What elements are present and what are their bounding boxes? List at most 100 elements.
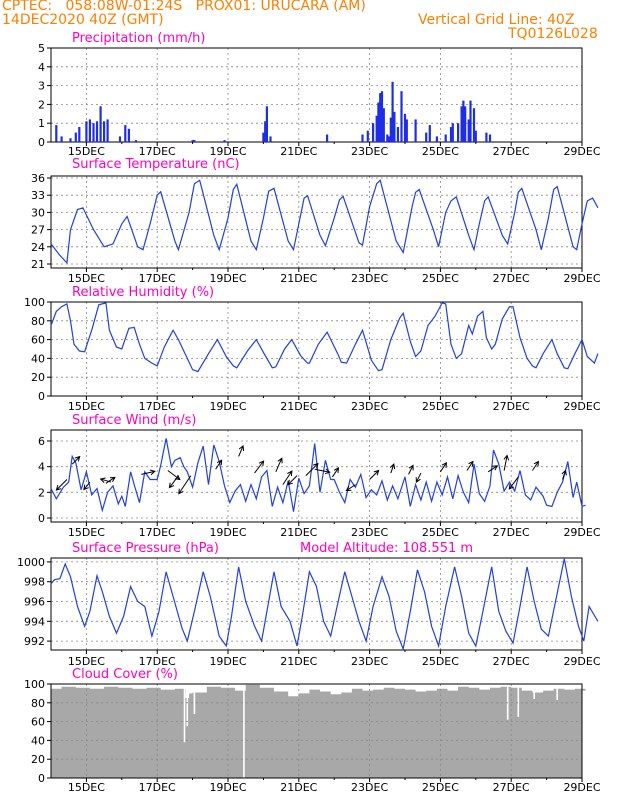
y-tick-label: 4 [38,61,45,74]
wind-vector-20 [369,470,379,480]
precip-bar-26 [366,130,369,142]
x-tick-label: 17DEC [139,526,176,539]
y-tick-label: 20 [31,371,45,384]
wind-vector-head [74,455,81,462]
precip-bar-18 [193,140,196,142]
wind-vector-head [83,484,89,491]
precip-bar-5 [78,127,81,142]
precip-bar-21 [264,121,267,142]
precip-bar-32 [382,108,385,142]
x-tick-label: 19DEC [209,272,246,285]
y-tick-label: 5 [38,42,45,55]
x-tick-label: 19DEC [209,526,246,539]
y-tick-label: 33 [31,189,45,202]
precip-bar-19 [223,140,226,142]
x-tick-label: 15DEC [68,272,105,285]
wind-vector-head [99,477,106,483]
header-line2-left: 14DEC2020 40Z (GMT) [2,12,164,28]
x-tick-label: 15DEC [68,145,105,158]
y-tick-label: 0 [38,512,45,525]
x-tick-label: 15DEC [68,400,105,413]
precip-bar-31 [380,91,384,142]
precip-bar-39 [400,91,403,142]
precip-bar-35 [389,117,392,142]
wind-vector-24 [439,462,447,473]
y-tick-label: 40 [31,734,45,747]
x-tick-label: 23DEC [351,400,388,413]
precip-bar-1 [55,125,58,142]
panel-3: 0 20 40 60 80 100 15DEC 17DEC 19DEC 21DEC 23DEC 25D… [24,285,601,413]
cloud-dip-5 [506,684,509,720]
x-tick-label: 19DEC [209,655,246,668]
y-tick-label: 20 [31,753,45,766]
y-tick-label: 100 [24,678,45,691]
y-tick-label: 80 [31,315,45,328]
wind-vector-1 [56,479,68,491]
x-tick-label: 15DEC [68,781,105,794]
precip-bar-27 [372,123,375,142]
y-tick-label: 60 [31,716,45,729]
panel-2: 21 24 27 30 33 36 15DEC 17DEC 19DEC 21DEC 23DEC 25D… [31,157,601,285]
panel-annotation: Model Altitude: 108.551 m [300,541,473,556]
wind-vector-4 [105,476,116,484]
precip-bar-58 [488,134,492,142]
wind-vector-head [216,459,223,466]
y-tick-label: 2 [38,486,45,499]
wind-vector-head [408,464,414,471]
y-tick-label: 1000 [17,556,45,569]
x-tick-label: 29DEC [563,655,600,668]
series-line [50,179,599,265]
series-line [50,558,599,652]
y-tick-label: 21 [31,258,45,271]
x-tick-label: 23DEC [351,526,388,539]
x-tick-label: 17DEC [139,655,176,668]
wind-vector-11 [238,445,244,457]
panel-title: Cloud Cover (%) [72,667,178,682]
y-tick-label: 0 [38,136,45,149]
wind-vector-15 [287,475,298,486]
wind-vector-2 [71,456,81,465]
y-tick-label: 60 [31,334,45,347]
precip-bar-22 [265,106,268,142]
wind-vector-head [389,463,396,470]
precip-bar-55 [472,108,476,142]
y-tick-label: 0 [38,772,45,785]
x-tick-label: 21DEC [280,526,317,539]
precip-bar-13 [118,136,122,142]
wind-vector-26 [487,465,498,473]
x-tick-label: 21DEC [280,781,317,794]
x-tick-label: 15DEC [68,655,105,668]
wind-vector-21 [390,463,395,474]
precip-bar-23 [269,136,272,142]
precip-bar-54 [469,100,472,142]
wind-vector-27 [503,455,508,471]
x-tick-label: 23DEC [351,145,388,158]
precip-bar-9 [95,121,99,142]
precip-bar-38 [396,127,399,142]
x-tick-label: 27DEC [493,781,530,794]
wind-vector-19 [346,484,356,492]
precip-bar-8 [92,123,95,142]
x-tick-label: 21DEC [280,145,317,158]
wind-vector-9 [178,475,192,494]
x-tick-label: 29DEC [563,781,600,794]
wind-vector-head [503,454,510,461]
precip-bar-53 [467,119,470,142]
precip-bar-36 [391,81,394,142]
wind-vector-head [441,461,447,468]
y-tick-label: 1 [38,117,45,130]
wind-vector-7 [167,470,181,480]
precip-bar-47 [449,127,453,142]
wind-vector-head [55,485,62,491]
y-tick-label: 40 [31,352,45,365]
wind-vector-head [238,444,245,451]
wind-vector-head [287,479,293,486]
panel-title: Surface Temperature (nC) [72,157,240,172]
precip-bar-51 [462,100,465,142]
wind-vector-10 [215,459,223,470]
precip-bar-24 [326,134,329,142]
wind-vector-23 [415,472,422,483]
precip-bar-20 [262,132,265,142]
precip-bar-3 [69,138,72,142]
wind-vector-head [168,482,175,489]
